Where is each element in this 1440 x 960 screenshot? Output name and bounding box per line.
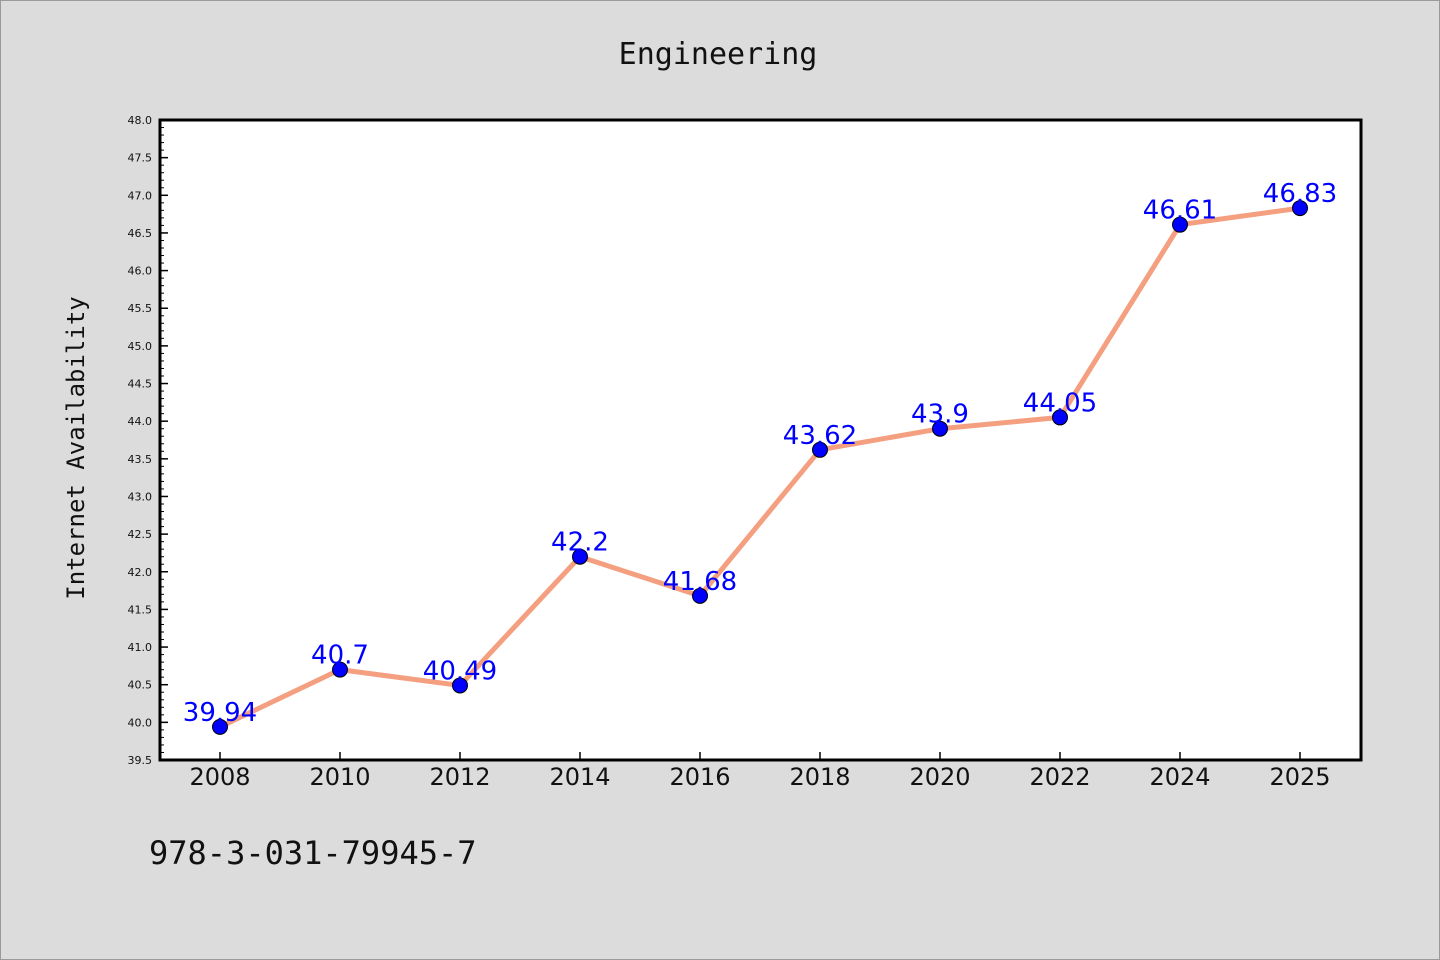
y-tick-label: 44.0 bbox=[128, 415, 153, 428]
plot-area bbox=[160, 120, 1361, 760]
series-line-layer bbox=[217, 205, 1303, 730]
x-tick-label: 2014 bbox=[549, 763, 610, 791]
x-tick-label: 2018 bbox=[789, 763, 850, 791]
data-label: 43.9 bbox=[911, 400, 969, 430]
x-tick-label: 2024 bbox=[1149, 763, 1210, 791]
x-tick-label: 2022 bbox=[1029, 763, 1090, 791]
data-labels: 39.94 40.7 40.49 42.2 41.68 43.62 43.9 44.05 46.… bbox=[183, 179, 1337, 728]
y-tick-label: 39.5 bbox=[128, 754, 153, 767]
x-tick-label: 2020 bbox=[909, 763, 970, 791]
data-label: 40.49 bbox=[423, 656, 497, 686]
x-tick-label: 2010 bbox=[309, 763, 370, 791]
y-tick-label: 40.0 bbox=[128, 716, 153, 729]
y-tick-label: 42.5 bbox=[128, 528, 153, 541]
x-tick-label: 2025 bbox=[1269, 763, 1330, 791]
data-point bbox=[1172, 216, 1188, 233]
data-point bbox=[452, 677, 468, 694]
data-point bbox=[812, 441, 828, 458]
footer-isbn: 978-3-031-79945-7 bbox=[149, 834, 477, 872]
axis-ticks: 39.5 40.0 40.5 41.0 41.5 42.0 42.5 43.0 43.5 44.0… bbox=[128, 114, 1331, 791]
data-label: 46.61 bbox=[1143, 196, 1217, 226]
data-label: 41.68 bbox=[663, 567, 737, 597]
data-point bbox=[932, 420, 948, 437]
plot-border bbox=[158, 118, 1363, 762]
data-label: 40.7 bbox=[311, 641, 369, 671]
x-tick-label: 2008 bbox=[189, 763, 250, 791]
data-label: 39.94 bbox=[183, 698, 257, 728]
y-tick-label: 41.5 bbox=[128, 603, 153, 616]
series-line bbox=[217, 205, 1303, 730]
data-point bbox=[572, 548, 588, 565]
y-tick-label: 40.5 bbox=[128, 679, 153, 692]
data-point bbox=[332, 661, 348, 678]
data-point bbox=[212, 718, 228, 735]
data-label: 44.05 bbox=[1023, 388, 1097, 418]
y-tick-label: 45.5 bbox=[128, 302, 153, 315]
y-tick-label: 44.5 bbox=[128, 378, 153, 391]
data-points bbox=[212, 200, 1308, 735]
y-tick-label: 43.0 bbox=[128, 490, 153, 503]
data-label: 46.83 bbox=[1263, 179, 1337, 209]
y-axis-label: Internet Availability bbox=[62, 296, 90, 599]
data-point bbox=[1052, 409, 1068, 426]
chart-title: Engineering bbox=[619, 37, 818, 72]
y-tick-label: 43.5 bbox=[128, 453, 153, 466]
y-tick-label: 46.5 bbox=[128, 227, 153, 240]
y-tick-label: 48.0 bbox=[128, 114, 153, 127]
data-point bbox=[1292, 200, 1308, 217]
x-tick-label: 2016 bbox=[669, 763, 730, 791]
y-tick-label: 42.0 bbox=[128, 566, 153, 579]
y-tick-label: 41.0 bbox=[128, 641, 153, 654]
x-tick-label: 2012 bbox=[429, 763, 490, 791]
y-tick-label: 47.5 bbox=[128, 152, 153, 165]
y-tick-label: 46.0 bbox=[128, 265, 153, 278]
y-tick-label: 47.0 bbox=[128, 189, 153, 202]
data-point bbox=[692, 587, 708, 604]
data-label: 42.2 bbox=[551, 528, 609, 558]
y-tick-label: 45.0 bbox=[128, 340, 153, 353]
data-label: 43.62 bbox=[783, 421, 857, 451]
